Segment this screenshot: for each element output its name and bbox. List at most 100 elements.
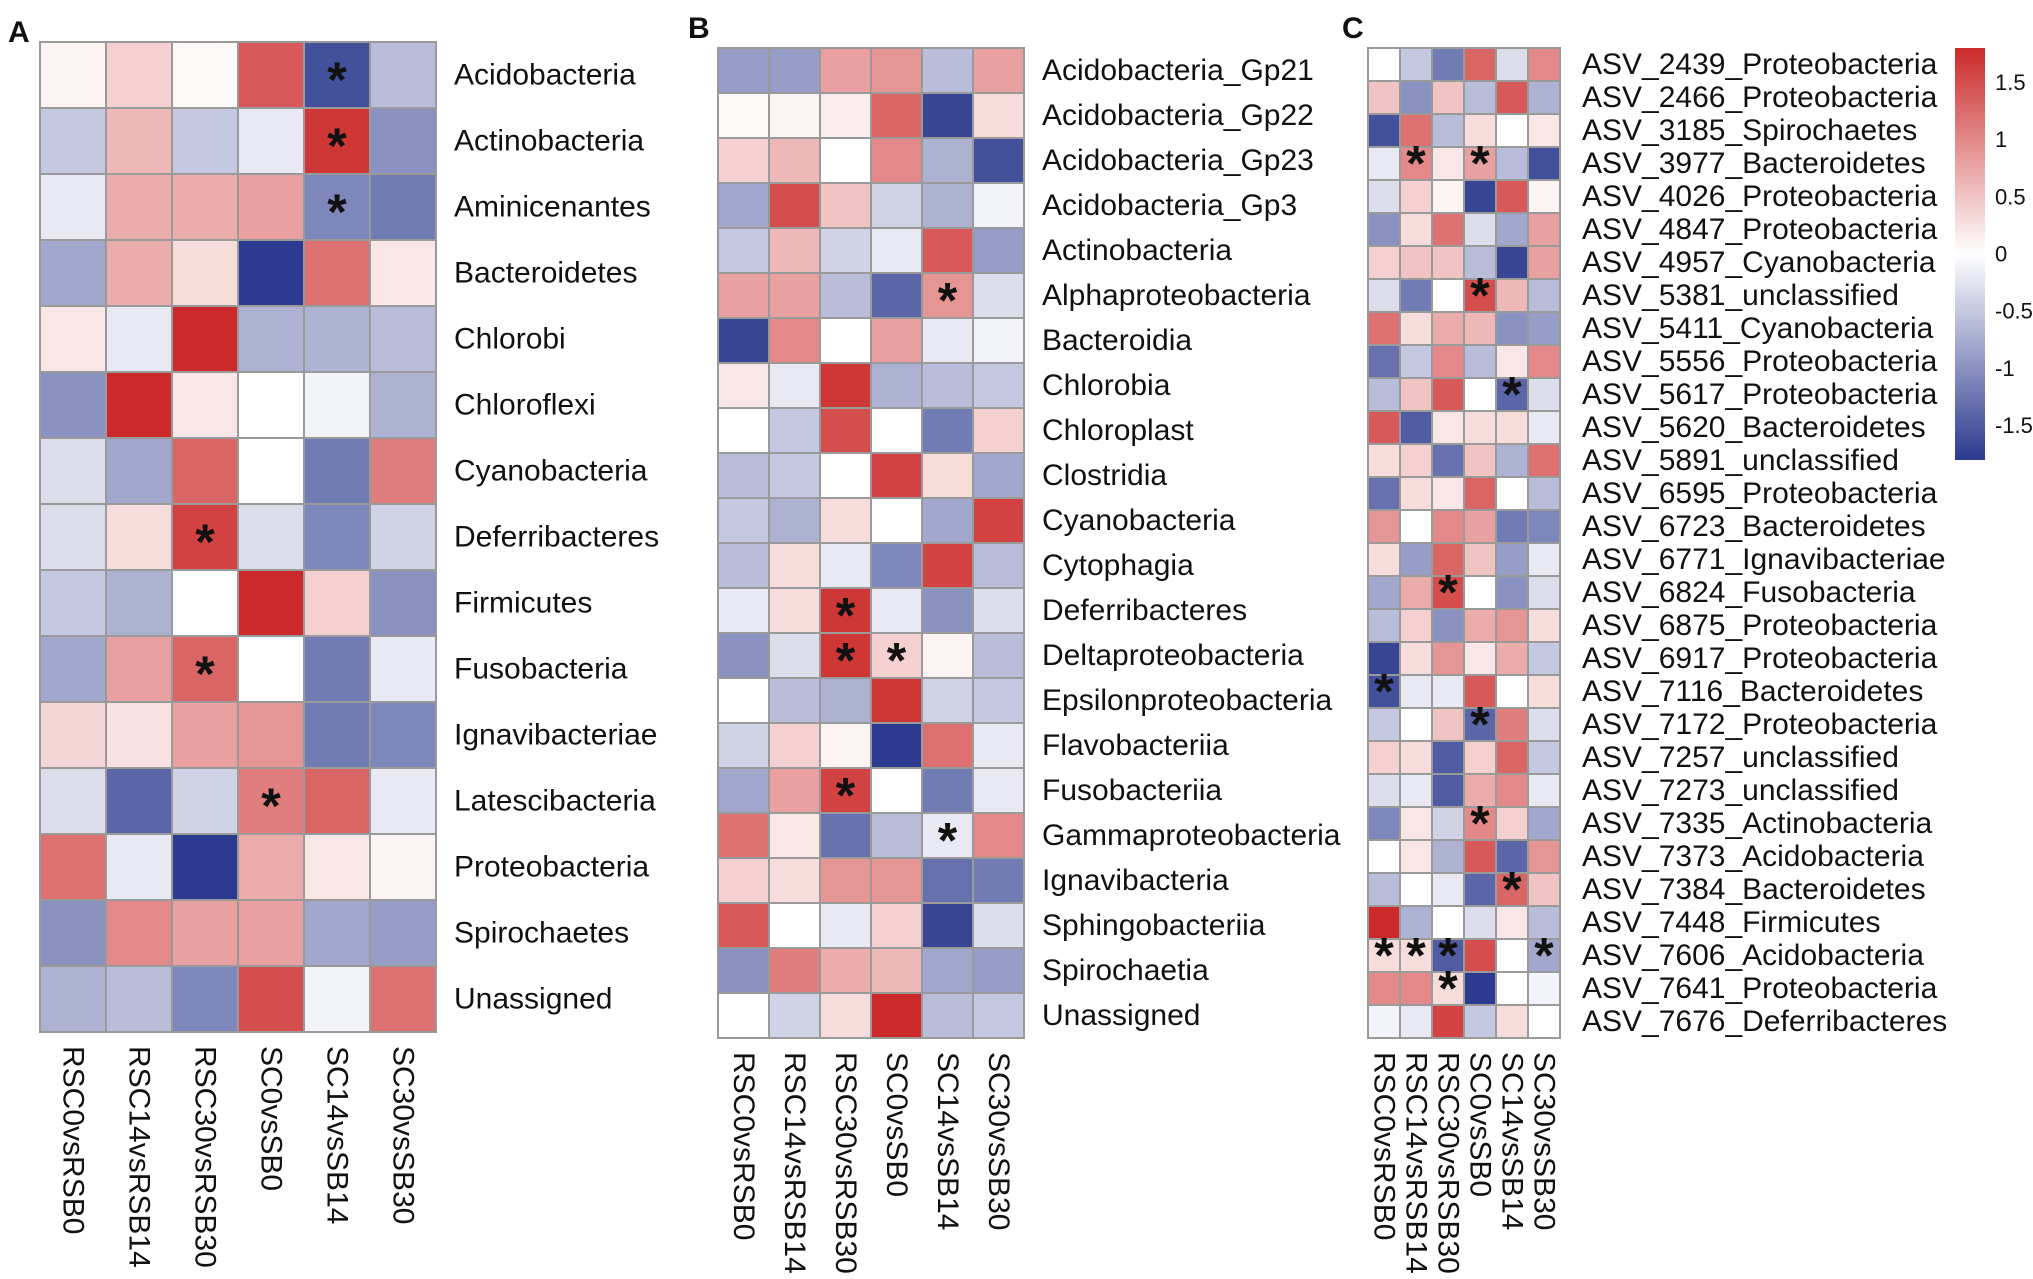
heatmap-cell [1463, 575, 1497, 610]
heatmap-cell [303, 965, 371, 1033]
heatmap-cell [1367, 542, 1401, 577]
row-label: ASV_3185_Spirochaetes [1582, 114, 1917, 147]
heatmap-cell [1367, 245, 1401, 280]
heatmap-cell [1463, 905, 1497, 940]
heatmap-cell [870, 992, 923, 1039]
heatmap-cell [717, 272, 770, 319]
heatmap-cell [717, 947, 770, 994]
heatmap-cell [39, 503, 107, 571]
significance-marker: * [1438, 928, 1458, 984]
heatmap-cell [1399, 278, 1433, 313]
heatmap-cell [1367, 278, 1401, 313]
heatmap-cell [1367, 575, 1401, 610]
heatmap-cell [768, 722, 821, 769]
heatmap-cell [1463, 608, 1497, 643]
heatmap-cell [819, 542, 872, 589]
heatmap-cell [39, 833, 107, 901]
significance-marker: * [327, 184, 347, 240]
heatmap-cell [1527, 839, 1561, 874]
column-label: SC30vsSB30 [1528, 1052, 1561, 1230]
heatmap-cell [819, 407, 872, 454]
heatmap-cell [972, 632, 1025, 679]
heatmap-cell [171, 107, 239, 175]
heatmap-cell [1463, 47, 1497, 82]
heatmap-cell [870, 137, 923, 184]
heatmap-cell [921, 542, 974, 589]
row-label: ASV_7116_Bacteroidetes [1582, 675, 1923, 708]
heatmap-cell [1495, 509, 1529, 544]
heatmap-cell [1527, 641, 1561, 676]
row-label: Actinobacteria [454, 125, 644, 158]
heatmap-cell [717, 407, 770, 454]
row-label: Spirochaetia [1042, 954, 1209, 987]
heatmap-cell [1399, 179, 1433, 214]
heatmap-cell [1431, 179, 1465, 214]
significance-marker: * [836, 633, 856, 689]
heatmap-cell [972, 182, 1025, 229]
heatmap-cell [303, 107, 371, 175]
significance-marker: * [195, 646, 215, 702]
heatmap-cell [921, 587, 974, 634]
heatmap-cell [39, 305, 107, 373]
heatmap-cell [768, 857, 821, 904]
column-label: SC0vsSB0 [1464, 1052, 1497, 1197]
heatmap-cell [237, 833, 305, 901]
heatmap-cell [1527, 1004, 1561, 1039]
heatmap-cell [768, 182, 821, 229]
heatmap-cell [369, 173, 437, 241]
heatmap-cell [870, 857, 923, 904]
heatmap-cell [1495, 344, 1529, 379]
color-scale-bar [1955, 48, 1985, 460]
heatmap-cell [303, 437, 371, 505]
heatmap-cell [237, 41, 305, 109]
row-label: Unassigned [454, 983, 612, 1016]
heatmap-cell [1527, 872, 1561, 907]
heatmap-cell [1367, 113, 1401, 148]
heatmap-cell [819, 92, 872, 139]
column-label: RSC0vsRSB0 [57, 1046, 90, 1234]
heatmap-cell [105, 635, 173, 703]
heatmap-cell [768, 227, 821, 274]
heatmap-cell [717, 857, 770, 904]
heatmap-cell [972, 47, 1025, 94]
heatmap-cell [105, 305, 173, 373]
heatmap-cell [921, 632, 974, 679]
row-label: Firmicutes [454, 587, 592, 620]
heatmap-cell [369, 833, 437, 901]
heatmap-cell [1431, 674, 1465, 709]
heatmap-cell [1495, 80, 1529, 115]
heatmap-cell [1367, 146, 1401, 181]
heatmap-cell [171, 305, 239, 373]
column-label: SC0vsSB0 [880, 1052, 913, 1197]
heatmap-cell [1527, 179, 1561, 214]
heatmap-cell [39, 173, 107, 241]
heatmap-cell [1495, 245, 1529, 280]
heatmap-cell [1463, 344, 1497, 379]
heatmap-cell [171, 239, 239, 307]
heatmap-cell [1367, 806, 1401, 841]
heatmap-cell [1463, 641, 1497, 676]
heatmap-cell [105, 437, 173, 505]
heatmap-cell [1495, 146, 1529, 181]
heatmap-cell [1367, 971, 1401, 1006]
heatmap-cell [1527, 47, 1561, 82]
heatmap-cell [1495, 674, 1529, 709]
heatmap-cell [1527, 806, 1561, 841]
significance-marker: * [1470, 697, 1490, 753]
heatmap-cell [1431, 806, 1465, 841]
row-label: Sphingobacteriia [1042, 909, 1266, 942]
significance-marker: * [1502, 367, 1522, 423]
heatmap-cell [1431, 1004, 1465, 1039]
heatmap-cell [717, 452, 770, 499]
heatmap-cell [1399, 773, 1433, 808]
row-label: ASV_7606_Acidobacteria [1582, 939, 1924, 972]
heatmap-cell [1495, 641, 1529, 676]
row-label: ASV_7335_Actinobacteria [1582, 807, 1933, 840]
heatmap-cell [717, 767, 770, 814]
column-label: RSC0vsRSB0 [1368, 1052, 1401, 1240]
heatmap-cell [972, 317, 1025, 364]
row-label: Latescibacteria [454, 785, 656, 818]
heatmap-cell [1527, 674, 1561, 709]
heatmap-cell [1463, 542, 1497, 577]
significance-marker: * [195, 514, 215, 570]
